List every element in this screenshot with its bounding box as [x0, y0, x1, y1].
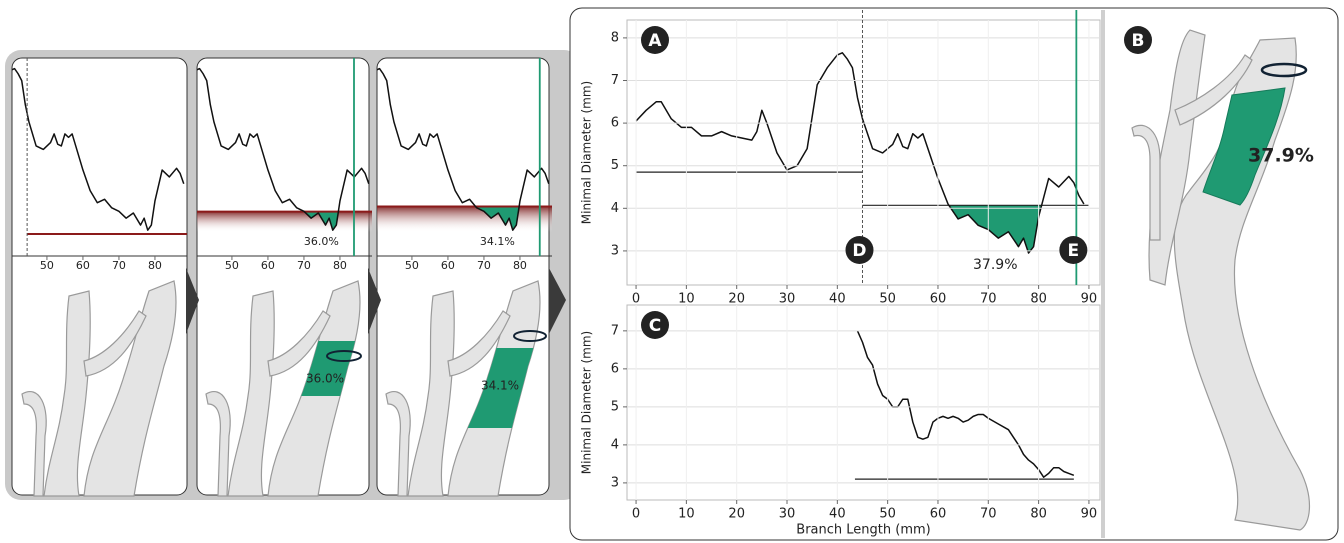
- stenosis-label: 34.1%: [480, 235, 515, 248]
- threshold-band: [377, 206, 552, 232]
- x-tick-label: 80: [1030, 507, 1047, 522]
- x-axis-label: Branch Length (mm): [796, 523, 930, 538]
- y-tick-label: 7: [611, 73, 619, 88]
- threshold-band: [197, 212, 372, 232]
- x-tick-label: 0: [632, 507, 640, 522]
- x-tick-label: 70: [980, 507, 997, 522]
- x-tick-label: 30: [779, 507, 796, 522]
- x-tick-label: 90: [1081, 292, 1098, 307]
- x-tick-label: 50: [879, 292, 896, 307]
- y-tick-label: 5: [611, 399, 619, 414]
- marker-label: D: [852, 241, 866, 261]
- render-stenosis-label: 34.1%: [481, 379, 519, 393]
- x-tick-label: 10: [678, 292, 695, 307]
- x-tick-label: 80: [513, 259, 527, 272]
- x-tick-label: 60: [930, 292, 947, 307]
- x-tick-label: 20: [728, 507, 745, 522]
- x-tick-label: 70: [477, 259, 491, 272]
- stenosis-label: 37.9%: [973, 257, 1017, 273]
- x-tick-label: 70: [112, 259, 126, 272]
- panel-label: C: [649, 316, 661, 336]
- x-tick-label: 50: [225, 259, 239, 272]
- x-tick-label: 40: [829, 507, 846, 522]
- x-tick-label: 60: [76, 259, 90, 272]
- stenosis-label: 36.0%: [304, 235, 339, 248]
- page: 36.0% 34.1% B 37.9% 506070805060708036.0…: [0, 0, 1344, 543]
- y-tick-label: 8: [611, 30, 619, 45]
- x-tick-label: 70: [297, 259, 311, 272]
- figure: 36.0% 34.1% B 37.9% 506070805060708036.0…: [0, 0, 1344, 543]
- y-tick-label: 4: [611, 437, 619, 452]
- x-tick-label: 50: [40, 259, 54, 272]
- x-tick-label: 50: [879, 507, 896, 522]
- y-tick-label: 4: [611, 201, 619, 216]
- x-tick-label: 40: [829, 292, 846, 307]
- marker-label: E: [1068, 241, 1080, 261]
- y-tick-label: 3: [611, 243, 619, 258]
- y-axis-label: Minimal Diameter (mm): [580, 331, 594, 474]
- x-tick-label: 60: [261, 259, 275, 272]
- x-tick-label: 60: [441, 259, 455, 272]
- x-tick-label: 20: [728, 292, 745, 307]
- x-tick-label: 0: [632, 292, 640, 307]
- y-tick-label: 5: [611, 158, 619, 173]
- render-stenosis-label: 36.0%: [306, 372, 344, 386]
- model-stenosis-label: 37.9%: [1248, 145, 1314, 167]
- x-tick-label: 80: [148, 259, 162, 272]
- x-tick-label: 70: [980, 292, 997, 307]
- x-tick-label: 60: [930, 507, 947, 522]
- panel-label: B: [1132, 31, 1145, 51]
- panel-label: A: [648, 31, 662, 51]
- x-tick-label: 30: [779, 292, 796, 307]
- y-tick-label: 3: [611, 475, 619, 490]
- y-tick-label: 6: [611, 361, 619, 376]
- y-tick-label: 7: [611, 323, 619, 338]
- x-tick-label: 80: [1030, 292, 1047, 307]
- x-tick-label: 10: [678, 507, 695, 522]
- x-tick-label: 90: [1081, 507, 1098, 522]
- y-axis-label: Minimal Diameter (mm): [580, 81, 594, 224]
- y-tick-label: 6: [611, 116, 619, 131]
- x-tick-label: 80: [333, 259, 347, 272]
- x-tick-label: 50: [405, 259, 419, 272]
